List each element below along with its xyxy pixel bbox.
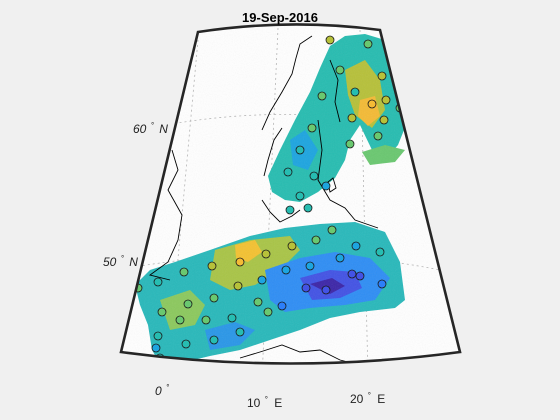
svg-text:0 °: 0 °: [155, 383, 170, 398]
lat-label-60-deg: 60: [133, 122, 147, 136]
svg-text:50 ° N: 50 ° N: [103, 250, 138, 269]
svg-text:20 ° E: 20 ° E: [350, 387, 385, 406]
station-marker: [379, 115, 389, 125]
station-marker: [283, 167, 293, 177]
station-marker: [209, 335, 219, 345]
station-marker: [153, 331, 163, 341]
station-marker: [301, 283, 311, 293]
station-marker: [335, 253, 345, 263]
coast-baltic: [317, 119, 379, 229]
station-marker: [321, 285, 331, 295]
coast-norway: [261, 35, 313, 131]
station-marker: [321, 181, 331, 191]
coast-ireland: [121, 189, 143, 221]
station-marker: [235, 257, 245, 267]
map-frame: [119, 23, 462, 365]
station-marker: [377, 71, 387, 81]
station-marker: [295, 191, 305, 201]
lon-label-10-deg: 10: [247, 396, 261, 410]
station-marker: [367, 99, 377, 109]
station-marker: [327, 225, 337, 235]
station-marker: [309, 171, 319, 181]
coast-sweden-west: [263, 127, 283, 177]
station-marker: [201, 315, 211, 325]
station-marker: [295, 145, 305, 155]
station-marker: [351, 241, 361, 251]
station-marker: [183, 299, 193, 309]
station-marker: [253, 297, 263, 307]
lon-label-20-suffix: E: [377, 392, 385, 406]
lat-label-50-suffix: N: [129, 255, 138, 269]
station-marker: [209, 293, 219, 303]
lon-label-10-suffix: E: [274, 396, 282, 410]
station-marker: [345, 139, 355, 149]
station-marker: [263, 307, 273, 317]
svg-text:10 ° E: 10 ° E: [247, 391, 282, 410]
station-marker: [305, 261, 315, 271]
station-marker: [377, 279, 387, 289]
station-marker: [175, 315, 185, 325]
station-marker: [325, 35, 335, 45]
station-marker: [151, 343, 161, 353]
lat-label-60: 60 ° N: [133, 117, 168, 136]
station-marker: [350, 87, 360, 97]
station-marker: [311, 235, 321, 245]
station-marker: [355, 271, 365, 281]
lat-label-50-deg: 50: [103, 255, 117, 269]
station-marker: [181, 339, 191, 349]
station-marker: [287, 241, 297, 251]
station-marker: [307, 123, 317, 133]
station-marker: [303, 203, 313, 213]
station-marker: [373, 131, 383, 141]
station-marker: [381, 95, 391, 105]
coast-britain: [148, 149, 183, 281]
lon-label-0-deg: 0: [155, 384, 162, 398]
lon-label-10: 10 ° E: [247, 391, 282, 410]
station-marker: [285, 205, 295, 215]
station-marker: [261, 249, 271, 259]
station-marker: [157, 307, 167, 317]
lon-label-20: 20 ° E: [350, 387, 385, 406]
station-marker: [347, 113, 357, 123]
coastlines: [121, 35, 379, 364]
station-marker: [257, 275, 267, 285]
lat-label-60-suffix: N: [159, 122, 168, 136]
lon-label-20-deg: 20: [350, 392, 364, 406]
lat-label-50: 50 ° N: [103, 250, 138, 269]
station-marker: [281, 265, 291, 275]
station-marker: [375, 247, 385, 257]
station-marker: [179, 267, 189, 277]
coast-denmark: [261, 199, 301, 223]
map-title: 19-Sep-2016: [242, 10, 318, 25]
lon-label-0: 0 °: [155, 383, 170, 398]
station-marker: [277, 301, 287, 311]
station-marker: [207, 261, 217, 271]
station-marker: [363, 39, 373, 49]
coast-south-europe: [239, 344, 361, 364]
station-marker: [347, 269, 357, 279]
station-marker: [153, 277, 163, 287]
svg-text:60 ° N: 60 ° N: [133, 117, 168, 136]
station-marker: [235, 327, 245, 337]
coast-gulf-bothnia: [329, 59, 341, 123]
station-marker: [335, 65, 345, 75]
station-marker: [233, 281, 243, 291]
station-marker: [227, 313, 237, 323]
station-marker: [317, 91, 327, 101]
